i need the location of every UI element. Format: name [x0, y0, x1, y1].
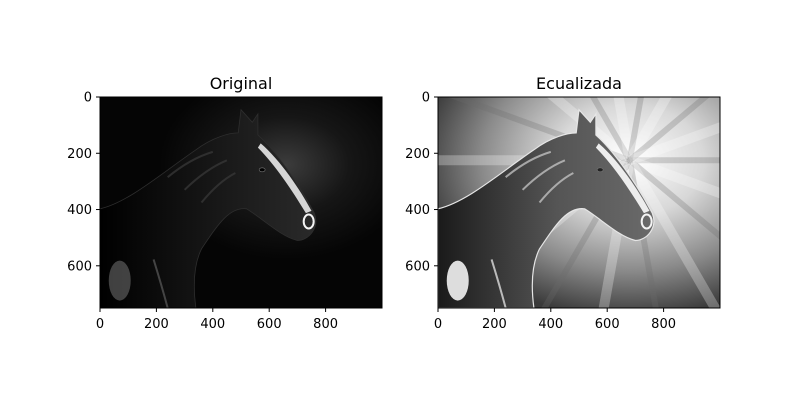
panel-title: Ecualizada [536, 74, 622, 93]
axes-frame [437, 96, 721, 309]
x-tick-label: 0 [434, 317, 442, 332]
horse-silhouette [438, 108, 655, 308]
y-tick-label: 0 [84, 91, 92, 106]
x-tick-label: 800 [651, 317, 676, 332]
panel-equalized: Ecualizada 0 200 400 600 800 0 200 400 600 [405, 74, 721, 332]
panel-original: Original 0 200 400 600 800 0 200 400 600 [67, 74, 383, 332]
panel-title: Original [210, 74, 273, 93]
y-tick-label: 200 [405, 147, 430, 162]
y-tick-label: 400 [405, 203, 430, 218]
y-tick-label: 400 [67, 203, 92, 218]
y-tick-label: 0 [422, 91, 430, 106]
x-tick-label: 200 [482, 317, 507, 332]
face-blaze [257, 143, 312, 214]
y-tick-label: 600 [405, 259, 430, 274]
original-horse-image [100, 97, 382, 308]
x-tick-label: 600 [595, 317, 620, 332]
x-tick-label: 0 [96, 317, 104, 332]
x-tick-label: 400 [200, 317, 225, 332]
y-tick-label: 600 [67, 259, 92, 274]
face-blaze [595, 143, 650, 214]
horse-silhouette [100, 108, 317, 308]
axes-frame [99, 96, 383, 309]
horse-eye [258, 167, 266, 173]
x-tick-label: 400 [538, 317, 563, 332]
horse-eye [596, 167, 604, 173]
y-tick-label: 200 [67, 147, 92, 162]
x-tick-label: 200 [144, 317, 169, 332]
x-tick-label: 600 [257, 317, 282, 332]
equalized-horse-image [438, 97, 720, 308]
x-tick-label: 800 [313, 317, 338, 332]
